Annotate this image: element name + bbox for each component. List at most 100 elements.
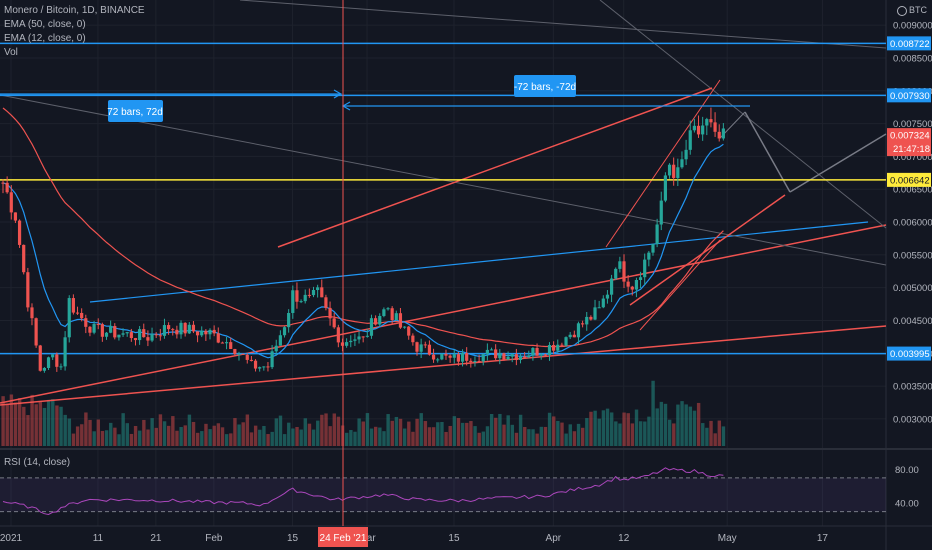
rsi-tick-label: 40.00: [895, 499, 919, 510]
volume-bar: [514, 432, 519, 446]
volume-bar: [88, 419, 92, 446]
ema50-line: [2, 107, 724, 348]
candle-body: [311, 290, 316, 296]
volume-bar: [104, 430, 109, 446]
candle-body: [696, 125, 701, 135]
volume-bar: [150, 418, 154, 446]
candle-body: [618, 261, 622, 269]
candle-body: [96, 324, 100, 326]
price-marker-bg: [887, 88, 931, 103]
candle-body: [531, 347, 535, 356]
candle-body: [30, 307, 34, 319]
candle-body: [75, 312, 80, 314]
volume-bar: [324, 413, 328, 446]
candle-body: [150, 334, 154, 341]
candle-body: [411, 335, 415, 343]
volume-bar: [316, 420, 320, 446]
volume-bar: [481, 431, 486, 446]
volume-bar: [605, 408, 610, 446]
candle-body: [187, 324, 191, 334]
candle-body: [208, 329, 212, 335]
volume-bar: [332, 413, 336, 446]
candle-body: [216, 333, 220, 343]
volume-bar: [465, 422, 469, 446]
candle-body: [22, 244, 26, 273]
volume-bar: [138, 430, 142, 446]
volume-bar: [601, 410, 606, 446]
candle-body: [320, 287, 324, 298]
volume-bar: [510, 424, 515, 446]
volume-bar: [5, 404, 9, 446]
volume-bar: [626, 413, 630, 446]
candle-body: [440, 353, 444, 360]
volume-bar: [643, 421, 647, 446]
candle-body: [386, 308, 390, 310]
volume-bar: [9, 394, 14, 446]
volume-bar: [609, 412, 614, 446]
volume-bar: [494, 417, 498, 446]
volume-bar: [552, 416, 556, 446]
candle-body: [460, 353, 465, 362]
volume-bar: [576, 423, 581, 446]
volume-bar: [456, 418, 461, 446]
currency-icon: [897, 5, 907, 16]
volume-bar: [489, 413, 494, 446]
time-tick-label: 12: [618, 533, 630, 544]
volume-bar: [187, 414, 192, 446]
volume-bar: [266, 434, 270, 446]
candle-body: [307, 294, 311, 296]
volume-bar: [320, 414, 324, 446]
trend-line: [0, 224, 887, 404]
candle-body: [506, 356, 510, 360]
volume-bar: [274, 418, 279, 446]
candle-body: [295, 290, 299, 302]
currency-badge[interactable]: BTC: [897, 5, 927, 16]
candle-body: [146, 337, 150, 341]
candle-body: [154, 334, 158, 336]
candle-body: [365, 335, 369, 337]
volume-bar: [80, 424, 84, 446]
candle-body: [71, 298, 75, 313]
candle-body: [349, 340, 353, 343]
volume-bar: [22, 406, 26, 446]
candle-body: [17, 220, 22, 245]
candle-body: [104, 332, 109, 337]
time-tick-label: May: [718, 533, 737, 544]
volume-bar: [568, 424, 572, 446]
candle-body: [431, 354, 436, 360]
volume-bar: [597, 418, 601, 446]
candle-body: [378, 315, 382, 325]
volume-bar: [55, 405, 59, 446]
cursor-date-label: 24 Feb '21: [320, 533, 367, 544]
volume-bar: [564, 433, 568, 446]
candle-body: [498, 353, 502, 359]
price-tick-label: 0.009000: [893, 21, 932, 32]
volume-bar: [278, 415, 283, 446]
candle-body: [634, 280, 639, 290]
price-marker-bg: [887, 346, 931, 361]
candle-body: [121, 333, 125, 335]
volume-bar: [634, 409, 639, 446]
candle-body: [158, 335, 162, 337]
price-marker-bg: [887, 36, 931, 51]
volume-bar: [659, 401, 664, 446]
volume-bar: [663, 403, 668, 446]
volume-bar: [336, 416, 341, 446]
time-tick-label: 21: [150, 533, 162, 544]
volume-bar: [386, 414, 390, 446]
volume-bar: [638, 421, 643, 446]
time-tick-label: 11: [93, 533, 104, 544]
volume-bar: [531, 429, 535, 446]
candle-body: [419, 344, 423, 352]
price-tick-label: 0.006500: [893, 185, 932, 196]
volume-bar: [427, 427, 432, 446]
candle-body: [597, 307, 601, 309]
volume-bar: [473, 426, 477, 446]
price-tick-label: 0.005500: [893, 250, 932, 261]
candle-body: [212, 329, 216, 334]
candle-body: [200, 330, 204, 336]
volume-bar: [630, 423, 635, 446]
candle-body: [527, 355, 531, 358]
volume-bar: [701, 423, 705, 446]
